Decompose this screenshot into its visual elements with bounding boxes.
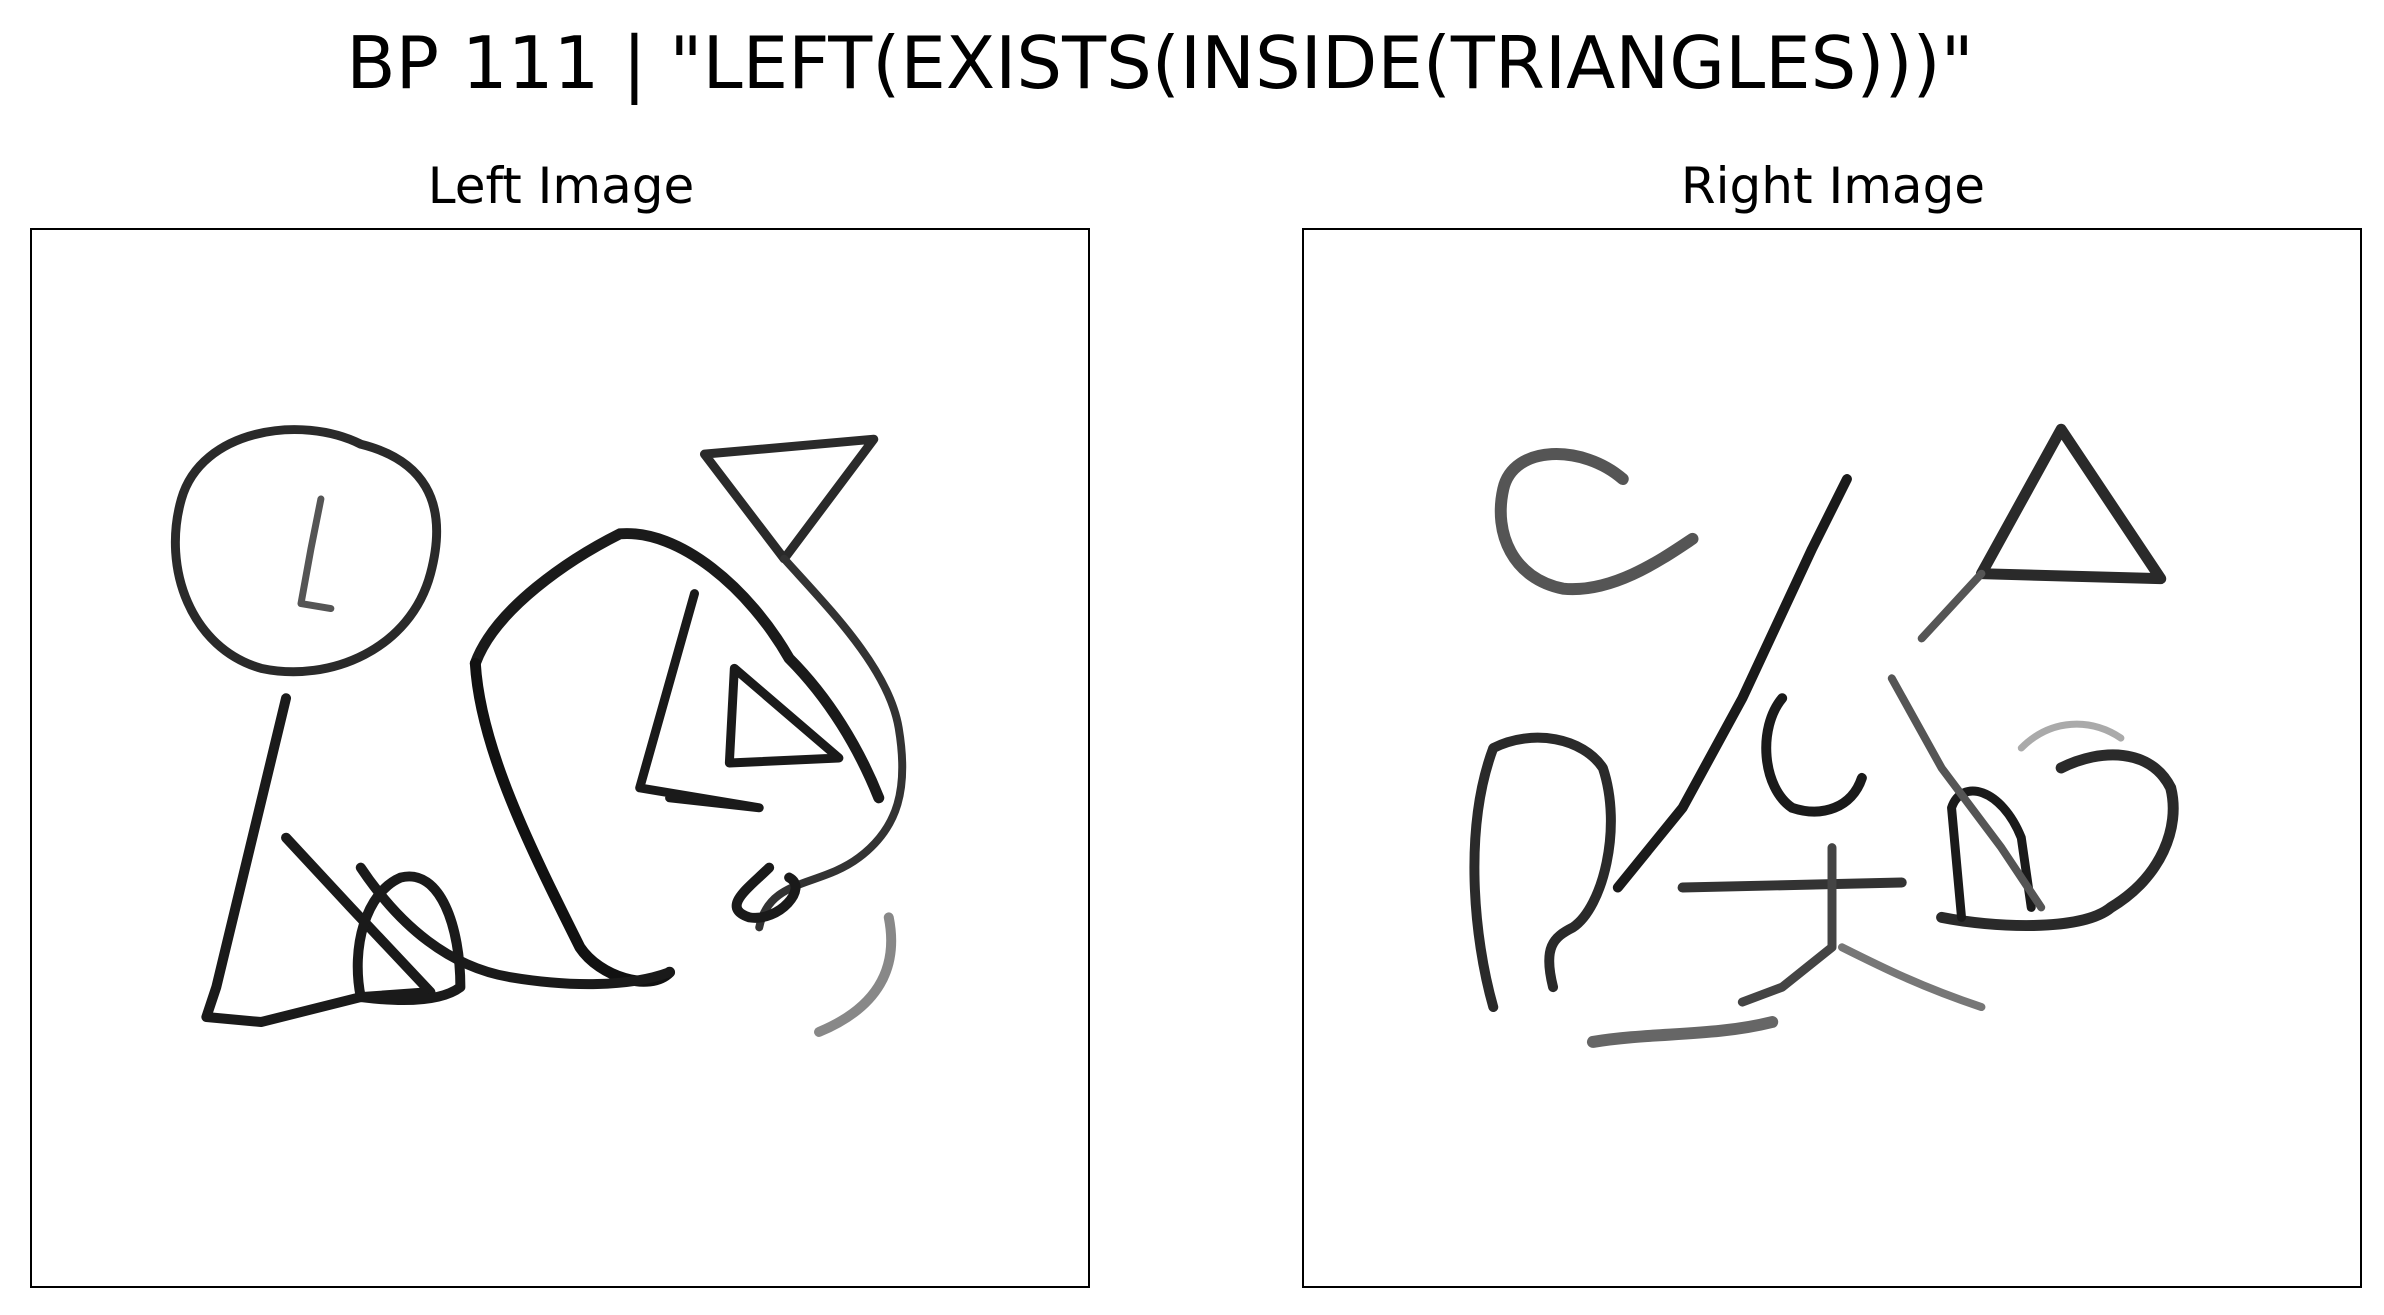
right-triangle — [1975, 423, 2167, 585]
left-inner-triangle — [635, 589, 764, 813]
right-image-drawing — [1469, 423, 2179, 1048]
left-image-drawing — [170, 425, 907, 1037]
right-rect-shape — [1936, 749, 2179, 931]
left-top-triangle-stroke — [755, 554, 907, 932]
left-rect-left-side — [469, 657, 676, 987]
left-circle-tick — [297, 495, 335, 613]
left-panel-title: Left Image — [427, 157, 695, 215]
right-diagonal-line — [1612, 474, 1852, 893]
right-cross-vertical — [1737, 843, 1837, 1007]
right-small-c — [1761, 693, 1867, 817]
left-inner-arch — [352, 871, 466, 1006]
right-left-blob — [1469, 732, 1616, 1013]
right-faint-arc — [2017, 720, 2125, 752]
figure-title: BP 111 | "LEFT(EXISTS(INSIDE(TRIANGLES))… — [346, 21, 1974, 105]
right-image-panel — [1302, 228, 2362, 1288]
left-arc — [814, 912, 897, 1037]
right-triangle-tail — [1917, 569, 1986, 643]
right-long-stroke — [1887, 674, 2046, 912]
left-top-triangle — [699, 434, 879, 564]
left-rect-bottom — [355, 862, 675, 990]
right-inner-arch — [1947, 786, 2036, 922]
left-squiggle — [731, 862, 801, 923]
right-cross-arm — [1837, 943, 1986, 1012]
left-large-triangle — [201, 693, 436, 1027]
right-bottom-stroke — [1586, 1016, 1779, 1048]
right-cross-horizontal — [1677, 877, 1907, 893]
right-top-curve — [1494, 448, 1699, 596]
left-rounded-rect — [469, 528, 885, 804]
right-panel-title: Right Image — [1680, 157, 1986, 215]
left-image-panel — [30, 228, 1090, 1288]
left-small-triangle — [724, 663, 844, 768]
left-circle — [170, 425, 442, 677]
